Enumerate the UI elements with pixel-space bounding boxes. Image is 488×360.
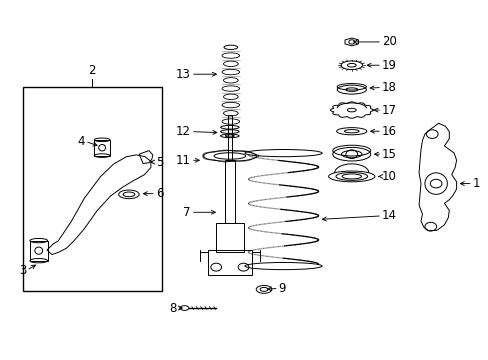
Text: 13: 13 [176,68,190,81]
Text: 4: 4 [78,135,85,148]
Text: 6: 6 [156,187,163,200]
Bar [30,240,47,261]
Text: 10: 10 [381,170,396,183]
Text: 20: 20 [381,35,396,49]
Bar [224,160,235,223]
Text: 19: 19 [381,59,396,72]
Text: 18: 18 [381,81,396,94]
Text: 12: 12 [176,125,190,138]
Text: 8: 8 [168,302,176,315]
Text: 3: 3 [19,264,26,277]
Text: 11: 11 [176,154,190,167]
Bar [216,223,244,252]
Text: 2: 2 [88,64,96,77]
Text: 14: 14 [381,210,396,222]
Text: 5: 5 [156,156,163,168]
Text: 1: 1 [472,177,479,190]
Text: 15: 15 [381,148,396,161]
Text: 17: 17 [381,104,396,117]
Bar [228,116,231,160]
Bar [94,140,110,156]
Text: 7: 7 [183,206,190,219]
Text: 9: 9 [278,282,285,295]
Bar [207,250,251,275]
Text: 16: 16 [381,125,396,138]
Bar [22,87,161,291]
